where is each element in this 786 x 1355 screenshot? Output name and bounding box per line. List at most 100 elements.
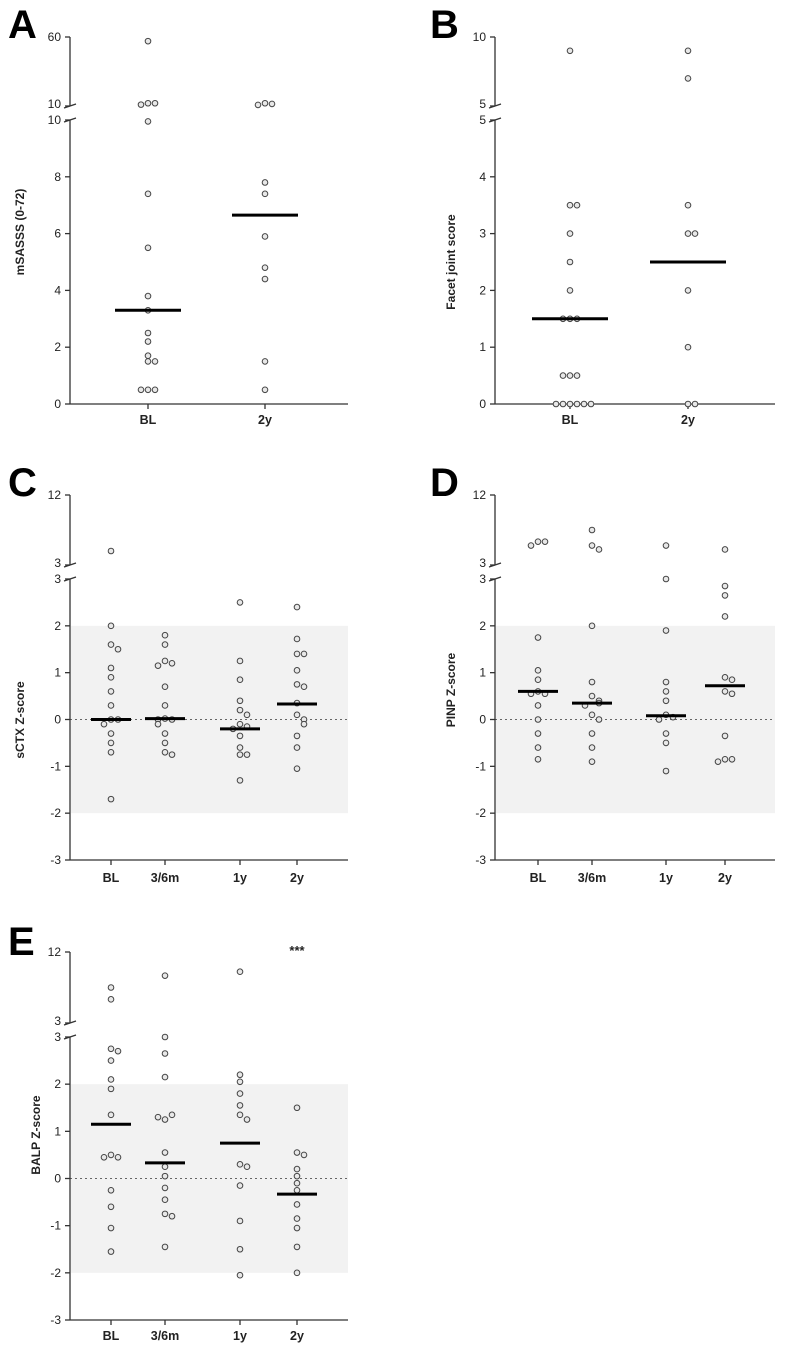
data-point	[161, 972, 169, 979]
data-point	[107, 1186, 115, 1194]
data-point	[684, 400, 692, 408]
data-point	[300, 683, 308, 691]
y-tick-label: 1	[54, 1124, 61, 1138]
data-point	[161, 748, 169, 756]
y-tick-label: 12	[48, 488, 62, 502]
data-point	[662, 688, 670, 695]
data-point	[293, 1104, 301, 1112]
data-point	[261, 233, 269, 240]
data-point	[236, 968, 244, 976]
data-point	[721, 613, 729, 620]
data-point	[580, 400, 588, 408]
data-point	[236, 1271, 244, 1279]
y-tick-label: 5	[479, 113, 486, 127]
data-point	[168, 751, 176, 758]
y-tick-label: 4	[54, 283, 61, 297]
data-point	[243, 1116, 251, 1123]
y-tick-label: 3	[479, 572, 486, 586]
data-point	[243, 1163, 251, 1171]
data-point	[721, 546, 729, 553]
data-point	[161, 1196, 169, 1204]
data-point	[534, 634, 542, 641]
data-point	[161, 1033, 169, 1041]
data-point	[100, 1153, 108, 1161]
data-point	[161, 739, 169, 747]
data-point	[261, 386, 269, 394]
data-point	[107, 1076, 115, 1083]
x-tick-label: 2y	[258, 413, 272, 427]
y-axis-label: sCTX Z-score	[13, 681, 27, 759]
x-tick-label: 2y	[681, 413, 695, 427]
y-tick-label: 3	[54, 572, 61, 586]
data-point	[662, 678, 670, 686]
data-point	[293, 1172, 301, 1180]
data-point	[662, 767, 670, 775]
data-point	[721, 756, 729, 763]
data-point	[243, 711, 251, 719]
y-tick-label: 2	[54, 1077, 61, 1091]
y-tick-label: 60	[48, 30, 62, 44]
x-tick-label: 3/6m	[578, 871, 607, 885]
data-point	[714, 758, 722, 765]
data-point	[573, 201, 581, 209]
data-point	[236, 1071, 244, 1079]
y-axis-label: mSASSS (0-72)	[13, 189, 27, 276]
data-point	[161, 1163, 169, 1171]
data-point	[534, 702, 542, 709]
data-point	[151, 358, 159, 365]
data-point	[293, 711, 301, 719]
panel-b: B 0 1 2 3 4 5 5 10 Facet joint score BL 2y	[430, 3, 775, 427]
data-point	[107, 739, 115, 747]
data-point	[144, 338, 152, 345]
data-point	[161, 657, 169, 665]
data-point	[566, 258, 574, 266]
data-point	[161, 1149, 169, 1156]
y-tick-label: 10	[48, 97, 62, 111]
data-point	[154, 720, 162, 728]
data-point	[588, 744, 596, 751]
data-point	[243, 751, 251, 758]
data-point	[236, 1090, 244, 1097]
data-point	[168, 660, 176, 667]
data-point	[721, 674, 729, 681]
y-tick-label: 2	[479, 619, 486, 633]
data-point	[293, 1269, 301, 1277]
data-point	[293, 1165, 301, 1173]
y-tick-label: 1	[479, 340, 486, 354]
data-point	[662, 730, 670, 737]
data-point	[161, 1050, 169, 1057]
data-point	[107, 1248, 115, 1255]
panel-letter: E	[8, 920, 35, 964]
x-tick-label: 3/6m	[151, 1329, 180, 1343]
data-point	[728, 676, 736, 683]
data-point	[144, 352, 152, 360]
data-point	[154, 1113, 162, 1121]
data-point	[728, 756, 736, 763]
y-tick-label: 2	[54, 340, 61, 354]
data-point	[107, 688, 115, 695]
data-point	[534, 667, 542, 674]
data-point	[293, 1186, 301, 1194]
data-point	[107, 674, 115, 681]
data-point	[144, 244, 152, 252]
data-point	[566, 47, 574, 55]
data-point	[534, 744, 542, 751]
data-point	[236, 599, 244, 606]
data-point	[541, 538, 549, 545]
data-point	[107, 1045, 115, 1053]
y-tick-label: 3	[479, 227, 486, 241]
data-point	[300, 650, 308, 658]
data-point	[293, 667, 301, 674]
data-point	[236, 1111, 244, 1119]
data-point	[236, 751, 244, 758]
data-point	[691, 230, 699, 237]
data-point	[261, 275, 269, 283]
data-point	[534, 716, 542, 723]
data-point	[107, 1085, 115, 1093]
data-point	[236, 657, 244, 665]
data-point	[236, 1217, 244, 1225]
data-point	[662, 627, 670, 634]
data-point	[588, 622, 596, 630]
data-point	[144, 190, 152, 198]
